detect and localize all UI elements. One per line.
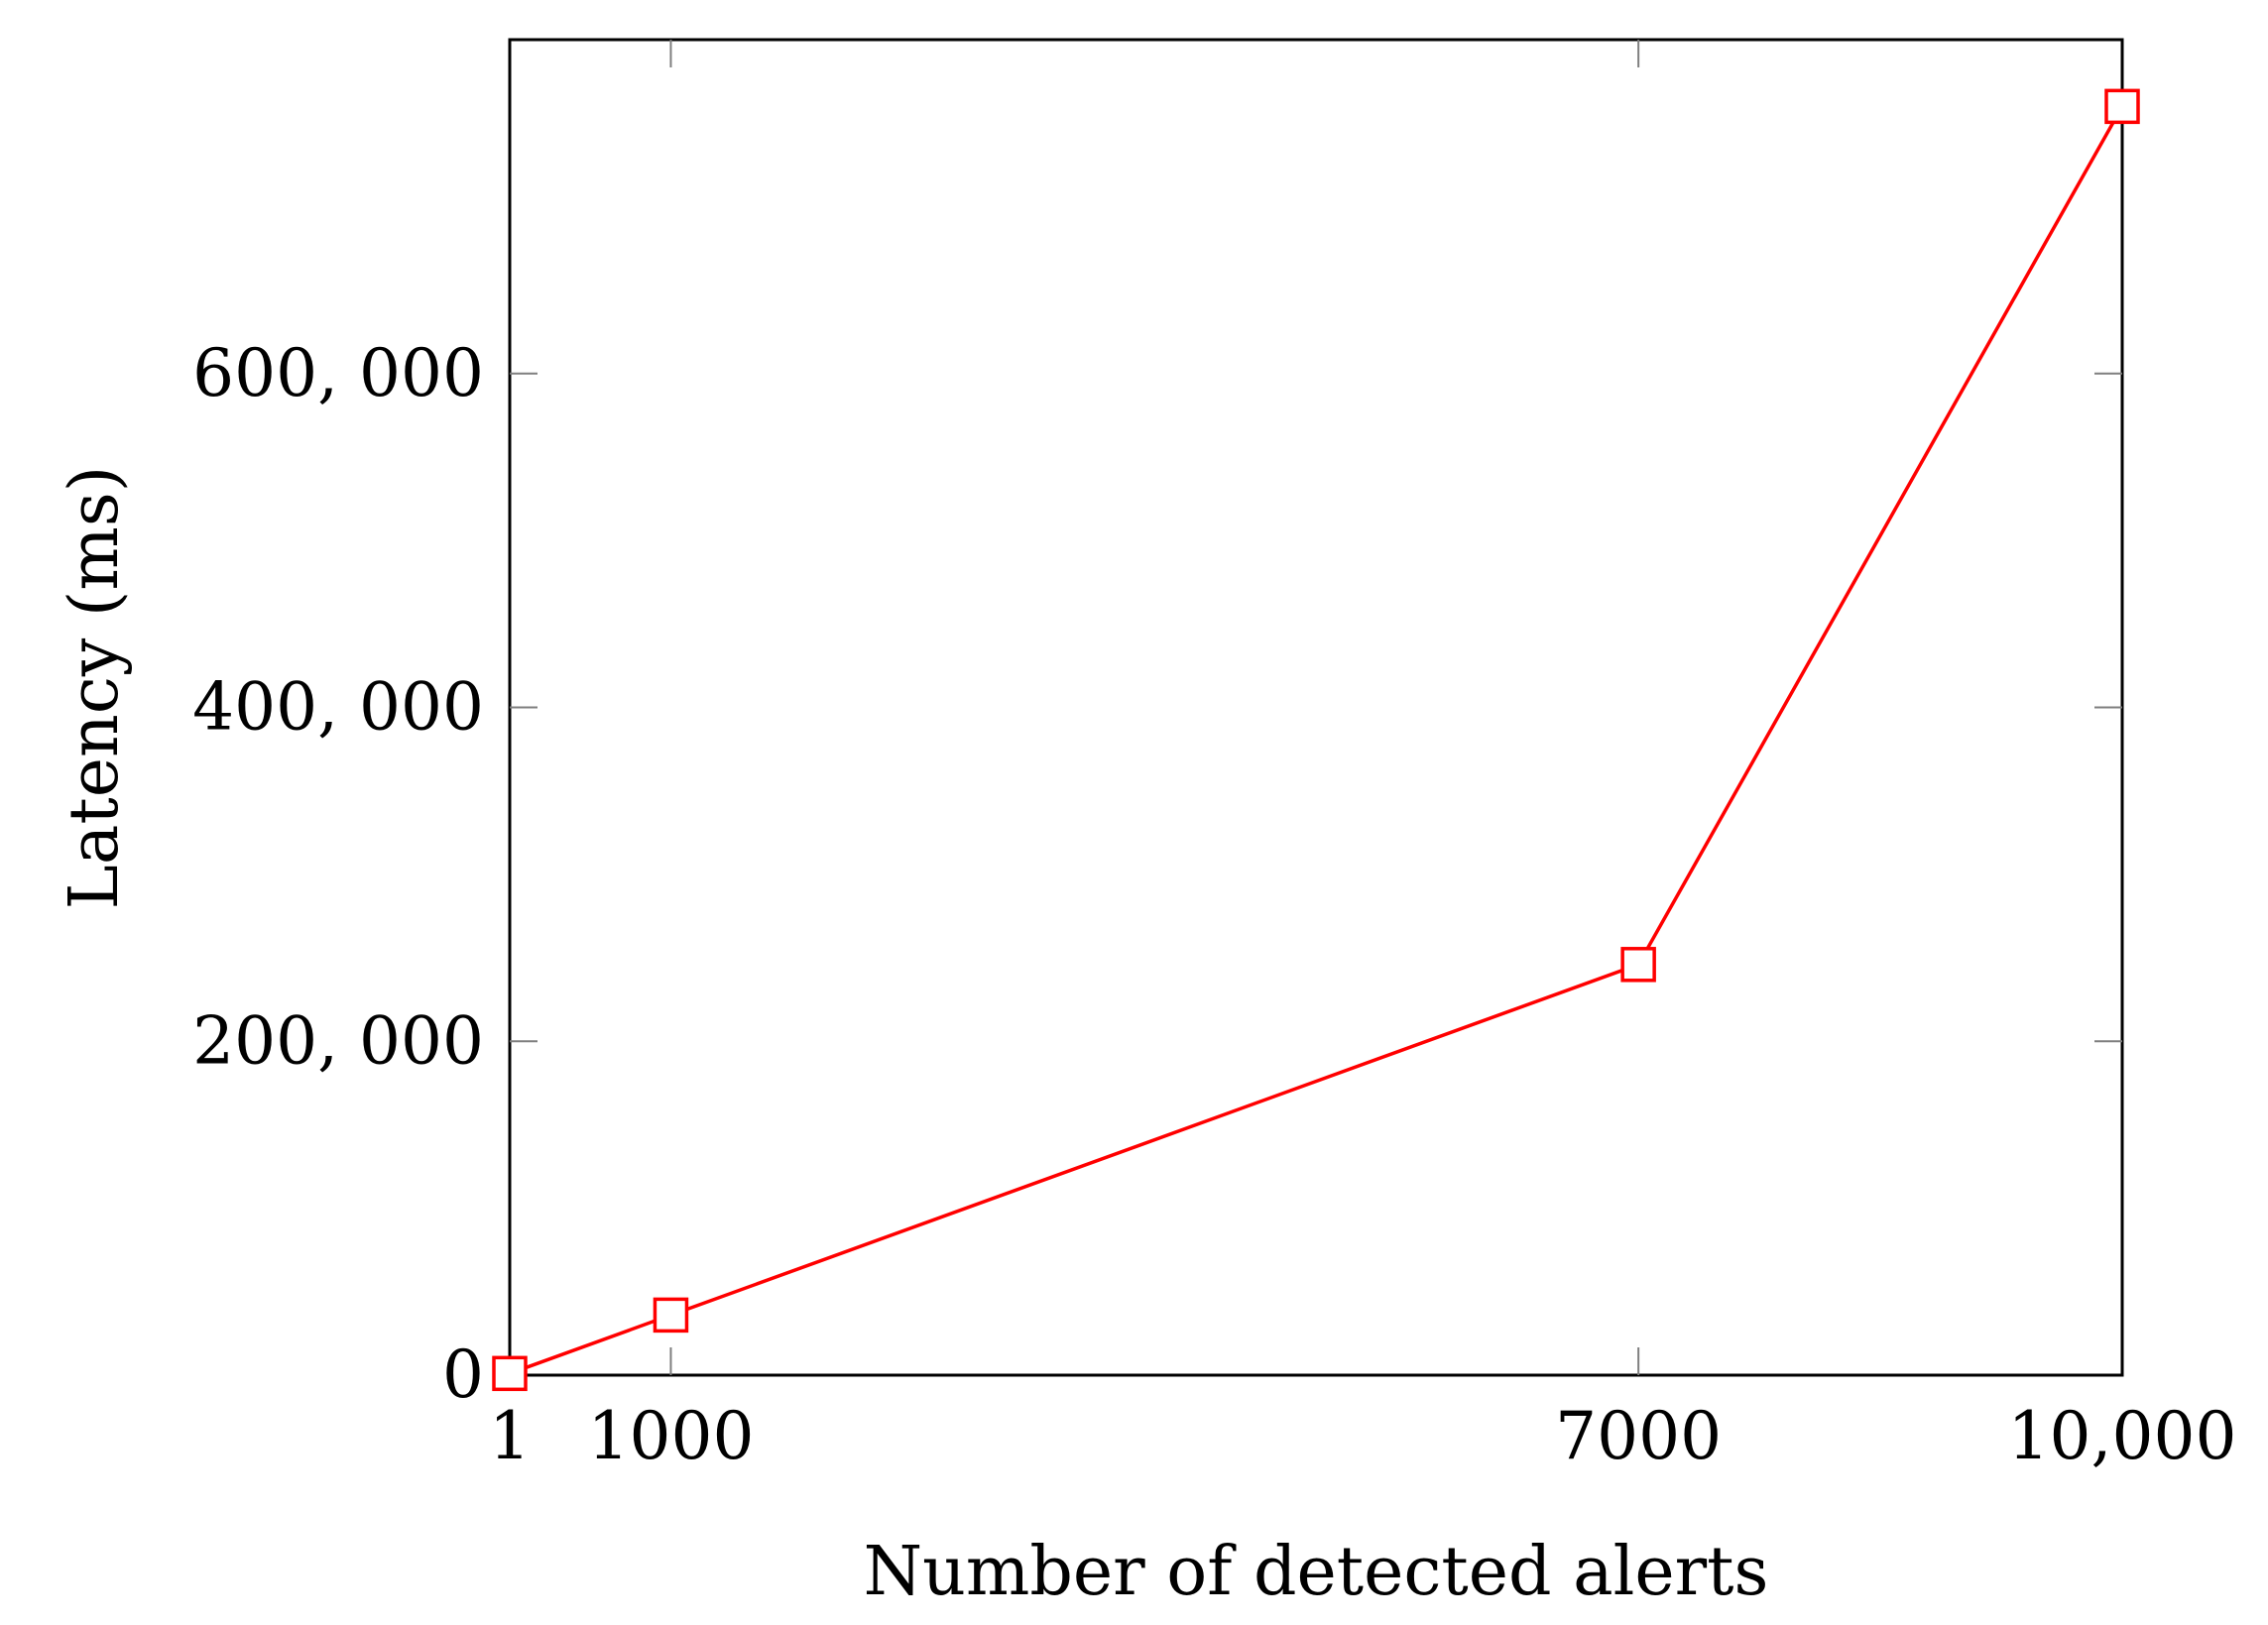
data-point-marker [1620,947,1656,983]
y-tick-label: 200, 000 [192,1002,484,1079]
y-tick-labels: 0 200, 000 400, 000 600, 000 [192,335,484,1413]
plot-frame [508,38,2124,1377]
series-layer [492,88,2140,1392]
y-tick-label: 0 [442,1336,484,1413]
x-axis-title: Number of detected alerts [864,1533,1769,1611]
y-axis-title: Latency (ms) [56,466,134,910]
data-point-marker [2104,88,2140,125]
data-point-marker [492,1355,528,1392]
series-line [509,105,2124,1375]
x-tick-label: 10,000 [2008,1398,2237,1474]
x-tick-label: 1 [489,1398,531,1474]
x-tick-label: 1000 [587,1398,754,1474]
x-tick-labels: 1 1000 7000 10,000 [489,1398,2236,1474]
data-point-marker [653,1297,689,1334]
y-tick-label: 600, 000 [192,335,484,411]
x-tick-label: 7000 [1555,1398,1722,1474]
y-tick-label: 400, 000 [192,669,484,746]
tick-marks [510,40,2122,1375]
